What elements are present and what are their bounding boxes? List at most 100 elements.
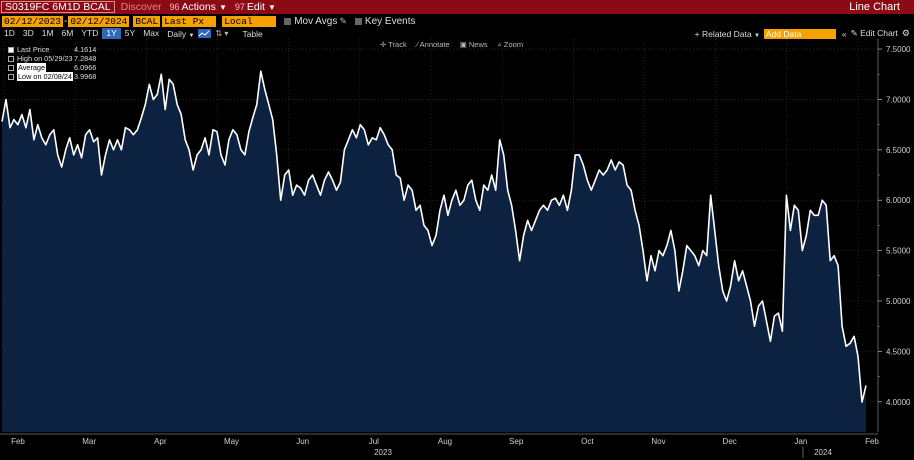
range-button-ytd[interactable]: YTD xyxy=(81,28,99,38)
range-button-6m[interactable]: 6M xyxy=(61,28,74,38)
legend-value: 4.1614 xyxy=(74,45,97,54)
mov-avgs-label[interactable]: Mov Avgs xyxy=(294,16,338,27)
range-button-max[interactable]: Max xyxy=(143,28,160,38)
date-separator: - xyxy=(64,16,68,27)
x-axis: Feb Mar Apr May Jun Jul Aug Sep Oct Nov Dec Jan Feb 2… xyxy=(0,433,879,458)
x-month-label: Nov xyxy=(651,437,665,446)
legend-item-last-price[interactable]: Last Price 4.1614 xyxy=(8,45,104,54)
x-month-label: May xyxy=(224,437,239,446)
price-line xyxy=(1,70,867,403)
range-button-1m[interactable]: 1M xyxy=(41,28,54,38)
toolbar: 1D 3D 1M 6M YTD 1Y 5Y Max Daily ▼ ⇅ ▾ Table + R… xyxy=(0,28,914,39)
zoom-tool[interactable]: ⌕ Zoom xyxy=(497,40,524,49)
line-chart-icon[interactable] xyxy=(198,29,212,38)
legend-name: Last Price xyxy=(17,45,50,54)
chevron-down-icon: ▼ xyxy=(218,3,227,12)
start-date-field[interactable]: 02/12/2023 xyxy=(2,16,64,27)
edit-chart-label: Edit Chart xyxy=(860,28,898,38)
legend-name-text: Average xyxy=(17,63,47,72)
edit-chart-button[interactable]: ✎ Edit Chart xyxy=(850,28,898,38)
range-buttons: 1D 3D 1M 6M YTD 1Y 5Y Max xyxy=(0,28,163,39)
range-button-5y[interactable]: 5Y xyxy=(124,28,136,38)
actions-menu-label: Actions xyxy=(181,1,216,13)
x-month-label: Dec xyxy=(723,437,737,446)
pencil-icon[interactable]: ✎ xyxy=(339,16,347,26)
mov-avgs-checkbox[interactable] xyxy=(284,18,292,25)
edit-menu[interactable]: 97 Edit ▼ xyxy=(235,1,276,13)
add-data-input[interactable]: Add Data xyxy=(763,28,836,39)
chart-legend: Last Price 4.1614 High on 05/29/23 7.2848 … xyxy=(8,45,104,81)
frequency-selector[interactable]: Daily ▼ xyxy=(167,29,194,39)
frequency-label: Daily xyxy=(167,28,187,39)
key-events-label[interactable]: Key Events xyxy=(364,16,416,27)
actions-menu-number: 96 xyxy=(169,2,180,12)
legend-swatch xyxy=(8,55,14,62)
collapse-icon[interactable]: « xyxy=(841,28,847,39)
x-month-label: Jul xyxy=(369,437,379,446)
table-button[interactable]: Table xyxy=(242,28,263,39)
actions-menu[interactable]: 96 Actions ▼ xyxy=(169,1,226,13)
annotate-tool-label: Annotate xyxy=(419,40,450,49)
title-bar: S0319FC 6M1D BCAL Discover 96 Actions ▼ 97… xyxy=(0,0,914,14)
x-month-label: Sep xyxy=(509,437,524,446)
chart-tools: ✛ Track ∕ Annotate ▣ News ⌕ Zoom xyxy=(380,40,523,50)
track-tool-label: Track xyxy=(388,40,407,49)
legend-swatch xyxy=(8,73,14,80)
legend-item-high: High on 05/29/23 7.2848 xyxy=(8,54,104,63)
legend-swatch xyxy=(8,64,14,71)
end-date-field[interactable]: 02/12/2024 xyxy=(68,16,130,27)
x-month-label: Mar xyxy=(82,437,96,446)
track-tool[interactable]: ✛ Track xyxy=(380,40,407,49)
y-tick-label: 4.0000 xyxy=(886,398,911,407)
news-tool[interactable]: ▣ News xyxy=(459,40,488,49)
legend-name: High on 05/29/23 xyxy=(17,54,73,63)
legend-name: Low on 02/08/24 xyxy=(17,72,74,81)
x-month-label: Feb xyxy=(11,437,25,446)
x-month-label: Oct xyxy=(581,437,594,446)
controls-row: 02/12/2023 - 02/12/2024 BCAL Last Px Loc… xyxy=(0,15,914,38)
legend-value: 6.0966 xyxy=(74,63,97,72)
currency-selector[interactable]: Local CCY xyxy=(222,16,277,38)
range-button-1d[interactable]: 1D xyxy=(4,28,15,38)
range-button-1y[interactable]: 1Y xyxy=(102,28,121,39)
x-year-label: 2024 xyxy=(814,448,832,457)
edit-menu-label: Edit xyxy=(246,1,265,13)
discover-button[interactable]: Discover xyxy=(120,1,162,13)
chevron-down-icon: ▼ xyxy=(188,32,195,39)
y-tick-label: 5.5000 xyxy=(886,247,911,256)
y-tick-label: 6.0000 xyxy=(886,196,911,205)
sort-arrows-icon[interactable]: ⇅ ▾ xyxy=(215,29,229,38)
annotate-tool[interactable]: ∕ Annotate xyxy=(416,40,450,49)
key-events-checkbox[interactable] xyxy=(354,18,362,25)
legend-swatch xyxy=(8,46,14,53)
legend-item-low: Low on 02/08/24 3.9968 xyxy=(8,72,104,81)
gear-icon[interactable]: ⚙ xyxy=(901,28,910,38)
x-month-label: Jun xyxy=(296,437,309,446)
chevron-down-icon: ▼ xyxy=(267,3,276,12)
y-tick-label: 7.0000 xyxy=(886,95,911,104)
chevron-down-icon: ▼ xyxy=(753,32,760,39)
price-area-fill xyxy=(2,71,866,432)
y-tick-label: 5.0000 xyxy=(886,297,911,306)
y-tick-label: 4.5000 xyxy=(886,347,911,356)
x-year-label: 2023 xyxy=(374,448,392,457)
legend-value: 7.2848 xyxy=(74,54,97,63)
y-tick-label: 7.5000 xyxy=(886,45,911,54)
field-selector[interactable]: Last Px xyxy=(162,16,217,27)
view-name: Line Chart xyxy=(849,1,900,13)
x-month-label: Feb xyxy=(865,437,879,446)
zoom-tool-label: Zoom xyxy=(503,40,524,49)
edit-menu-number: 97 xyxy=(234,2,245,12)
price-chart[interactable]: 4.0000 4.5000 5.0000 5.5000 6.0000 6.5000 7.00… xyxy=(0,39,914,460)
y-axis: 4.0000 4.5000 5.0000 5.5000 6.0000 6.5000 7.00… xyxy=(877,39,911,432)
legend-value: 3.9968 xyxy=(74,72,97,81)
related-data-button[interactable]: + Related Data ▼ xyxy=(694,28,760,39)
legend-item-average: Average 6.0966 xyxy=(8,63,104,72)
related-data-label: Related Data xyxy=(701,28,752,39)
x-month-label: Apr xyxy=(154,437,167,446)
range-button-3d[interactable]: 3D xyxy=(22,28,34,38)
legend-name: Average xyxy=(17,63,74,72)
source-field[interactable]: BCAL xyxy=(133,16,161,27)
security-ticker[interactable]: S0319FC 6M1D BCAL xyxy=(1,1,115,13)
